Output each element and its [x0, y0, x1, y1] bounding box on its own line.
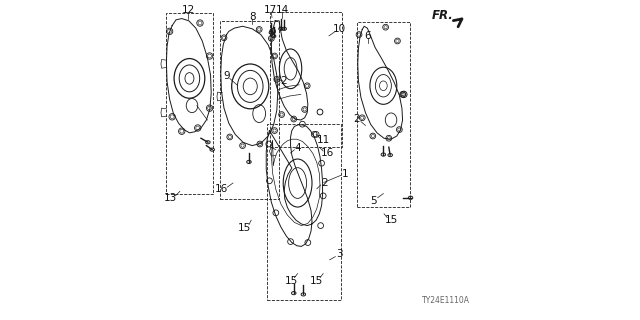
Text: 1: 1: [342, 169, 348, 180]
Text: 16: 16: [321, 148, 333, 158]
Bar: [270, 12, 342, 147]
Text: 15: 15: [385, 215, 397, 225]
Text: 13: 13: [164, 193, 177, 203]
Bar: [268, 124, 342, 300]
Text: 16: 16: [215, 184, 228, 195]
Text: TY24E1110A: TY24E1110A: [422, 296, 470, 305]
Text: 2: 2: [280, 76, 287, 86]
Text: 3: 3: [337, 249, 343, 260]
Text: 2: 2: [353, 114, 360, 124]
Text: 12: 12: [182, 5, 195, 15]
Text: FR.: FR.: [432, 9, 454, 22]
Text: 6: 6: [365, 31, 371, 41]
Bar: [357, 22, 410, 207]
Text: 14: 14: [276, 5, 289, 15]
Bar: [220, 21, 280, 199]
Text: 11: 11: [317, 135, 330, 145]
Text: 4: 4: [295, 143, 301, 153]
Bar: [166, 13, 213, 194]
Text: 2: 2: [321, 178, 328, 188]
Text: 15: 15: [310, 276, 323, 286]
Text: 9: 9: [223, 71, 230, 81]
Text: 17: 17: [264, 5, 277, 15]
Text: 5: 5: [371, 196, 377, 206]
Text: 15: 15: [285, 276, 298, 286]
Text: 15: 15: [238, 223, 252, 233]
Text: 10: 10: [333, 24, 346, 35]
Text: 8: 8: [249, 12, 255, 22]
